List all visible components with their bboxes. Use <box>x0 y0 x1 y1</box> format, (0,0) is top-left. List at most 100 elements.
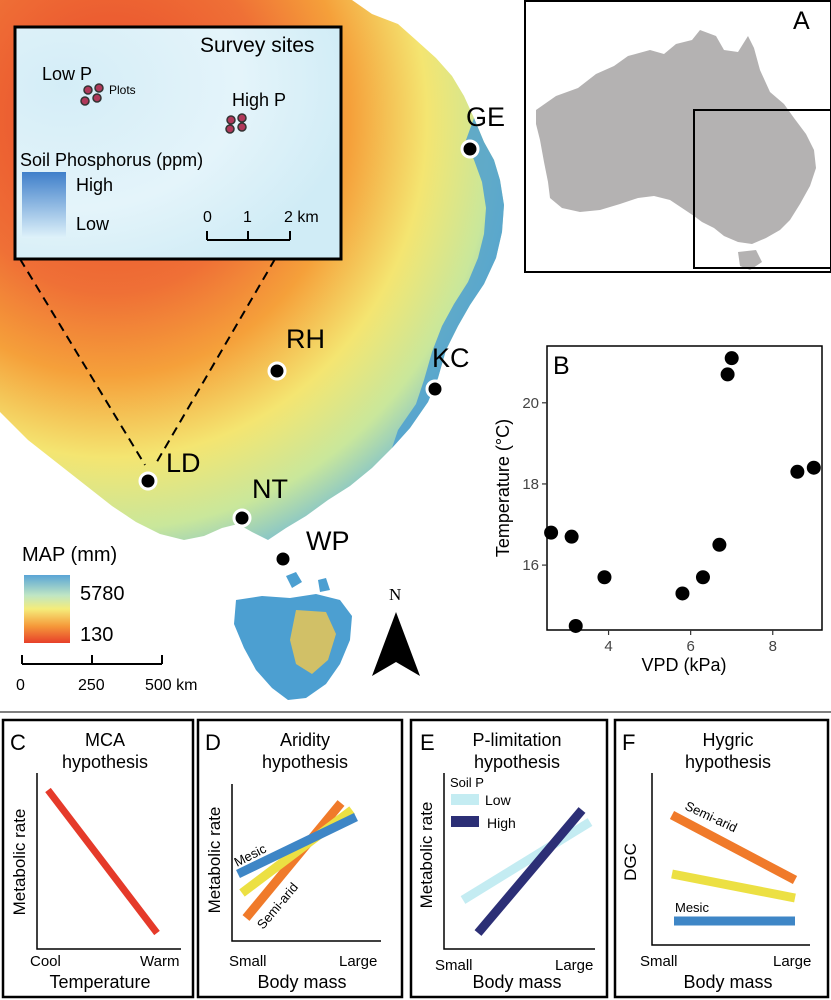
north-arrow-icon <box>372 612 420 676</box>
high-p-line <box>474 807 586 936</box>
panel-e-title-2: hypothesis <box>474 752 560 772</box>
plot-marker <box>80 96 90 106</box>
panel-c-xlabel: Temperature <box>49 972 150 992</box>
panel-b: B 4 6 8 16 18 20 VPD (kPa) Temperature (°C) <box>493 345 823 675</box>
map-panel: Survey sites Low P Plots High P Soil Pho… <box>0 0 831 700</box>
site-label-ld: LD <box>166 448 201 478</box>
plot-marker <box>225 124 235 134</box>
map-legend-min: 130 <box>80 624 113 646</box>
plot-marker <box>237 122 247 132</box>
panel-e-ylabel: Metabolic rate <box>417 802 436 909</box>
panel-c-label: C <box>10 730 26 755</box>
overview-tasmania <box>738 250 762 270</box>
site-kc <box>425 379 445 399</box>
site-ge <box>460 139 480 159</box>
x-tick-label: 6 <box>686 638 694 655</box>
panel-e-legend-title: Soil P <box>450 775 484 790</box>
panel-c-title-1: MCA <box>85 730 125 750</box>
panel-e-xlabel: Body mass <box>472 972 561 992</box>
panel-a-label: A <box>793 7 810 35</box>
map-scale-250: 250 <box>78 677 105 694</box>
low-p-plots <box>80 83 104 106</box>
panel-e-legend-low: Low <box>485 792 512 808</box>
panel-e-label: E <box>420 730 435 755</box>
australia-outline <box>536 30 816 244</box>
panel-f-title-2: hypothesis <box>685 752 771 772</box>
panel-e-x-right: Large <box>555 957 593 974</box>
scatter-point <box>712 537 727 552</box>
map-scale-bar <box>21 655 163 665</box>
soil-legend-high: High <box>76 175 113 195</box>
plot-marker <box>92 93 102 103</box>
panel-d-label: D <box>205 730 221 755</box>
panel-f-label: F <box>622 730 635 755</box>
panel-f-mesic: Mesic <box>675 900 709 915</box>
panel-c-x-right: Warm <box>140 953 179 970</box>
site-wp <box>273 549 293 569</box>
north-label: N <box>389 585 401 604</box>
site-nt <box>232 508 252 528</box>
scatter-point <box>564 529 579 544</box>
intermediate-line <box>671 869 796 903</box>
scatter-point <box>724 351 739 366</box>
mesic-line <box>236 812 358 879</box>
site-label-wp: WP <box>306 526 350 556</box>
tasmania-islands <box>286 572 330 592</box>
scatter-ticks: 4 6 8 16 18 20 <box>522 395 777 655</box>
site-ld <box>138 471 158 491</box>
plots-label: Plots <box>109 83 136 97</box>
scatter-points <box>544 351 821 633</box>
inset-scale-2: 2 km <box>284 209 319 226</box>
panel-d-xlabel: Body mass <box>257 972 346 992</box>
inset-connector-right <box>154 258 276 466</box>
site-label-rh: RH <box>286 324 325 354</box>
panel-e-axes <box>443 773 595 950</box>
plot-marker <box>237 113 247 123</box>
panel-e-title-1: P-limitation <box>472 730 561 750</box>
plot-marker <box>94 83 104 93</box>
y-tick-label: 18 <box>522 476 539 493</box>
panel-f-x-right: Large <box>773 953 811 970</box>
scatter-ylabel: Temperature (°C) <box>493 419 513 557</box>
x-tick-label: 8 <box>769 638 777 655</box>
panel-f-frame <box>613 718 830 999</box>
plot-marker <box>226 115 236 125</box>
high-p-label: High P <box>232 90 286 110</box>
plot-marker <box>83 85 93 95</box>
site-rh <box>267 361 287 381</box>
inset-scale-1: 1 <box>243 209 252 226</box>
panel-d-title-2: hypothesis <box>262 752 348 772</box>
inset-connector-left <box>19 258 146 466</box>
plot-b-frame <box>546 345 823 631</box>
panel-d-x-left: Small <box>229 953 267 970</box>
panel-c-axes <box>36 773 181 950</box>
map-legend-title: MAP (mm) <box>22 544 117 566</box>
scatter-point <box>597 570 612 585</box>
panel-f-axes <box>651 773 810 946</box>
panel-e-x-left: Small <box>435 957 473 974</box>
site-markers <box>138 139 480 569</box>
semiarid-line <box>242 800 345 921</box>
panel-c-x-left: Cool <box>30 953 61 970</box>
panel-c: C MCA hypothesis Metabolic rate Cool War… <box>1 718 195 999</box>
low-p-line <box>460 818 593 904</box>
panel-d-ylabel: Metabolic rate <box>205 807 224 914</box>
site-label-nt: NT <box>252 474 288 504</box>
soil-legend-title: Soil Phosphorus (ppm) <box>20 150 203 170</box>
y-tick-label: 16 <box>522 557 539 574</box>
panel-c-ylabel: Metabolic rate <box>10 809 29 916</box>
panel-f-xlabel: Body mass <box>683 972 772 992</box>
semiarid-line <box>669 811 798 884</box>
coastal-fringe <box>392 118 504 448</box>
panel-f-x-left: Small <box>640 953 678 970</box>
scatter-point <box>544 525 559 540</box>
scatter-point <box>720 367 735 382</box>
panel-e-legend-high: High <box>487 815 516 831</box>
x-tick-label: 4 <box>604 638 612 655</box>
inset-scale-bar <box>206 231 291 241</box>
soil-legend-bar <box>22 172 66 238</box>
panel-d-title-1: Aridity <box>280 730 330 750</box>
site-label-kc: KC <box>432 343 470 373</box>
panel-f: F Hygric hypothesis Semi-arid Mesic DGC … <box>613 718 830 999</box>
